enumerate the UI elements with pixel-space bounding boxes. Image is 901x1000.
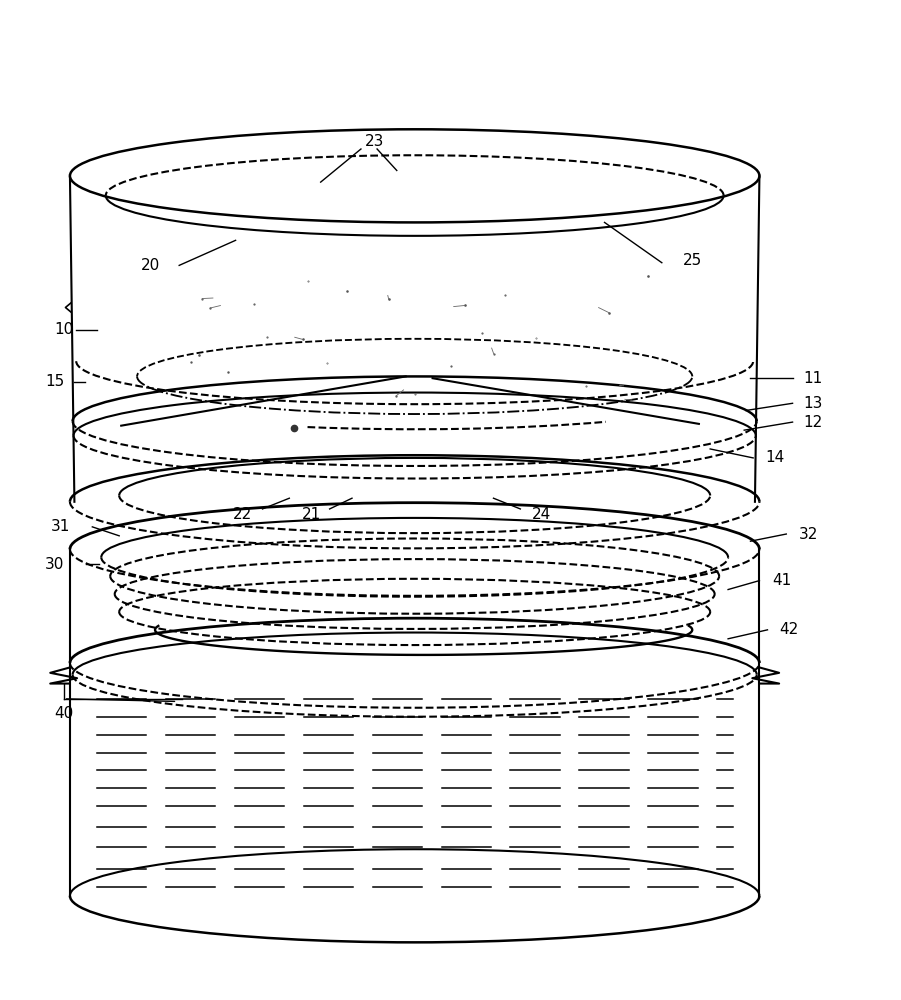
Text: 23: 23	[365, 134, 384, 149]
Text: 12: 12	[804, 415, 823, 430]
Text: 24: 24	[532, 507, 551, 522]
Text: 41: 41	[772, 573, 791, 588]
Text: 11: 11	[804, 371, 823, 386]
Text: 20: 20	[141, 258, 160, 273]
Text: 42: 42	[779, 622, 798, 637]
Text: 22: 22	[233, 507, 252, 522]
Text: 40: 40	[54, 706, 73, 721]
Text: 15: 15	[45, 374, 64, 389]
Text: 10: 10	[54, 322, 73, 337]
Text: 32: 32	[799, 527, 818, 542]
Text: 30: 30	[45, 557, 64, 572]
Text: 14: 14	[765, 450, 784, 465]
Text: 21: 21	[302, 507, 322, 522]
Text: 13: 13	[804, 396, 823, 411]
Text: 31: 31	[51, 519, 70, 534]
Text: 25: 25	[683, 253, 702, 268]
